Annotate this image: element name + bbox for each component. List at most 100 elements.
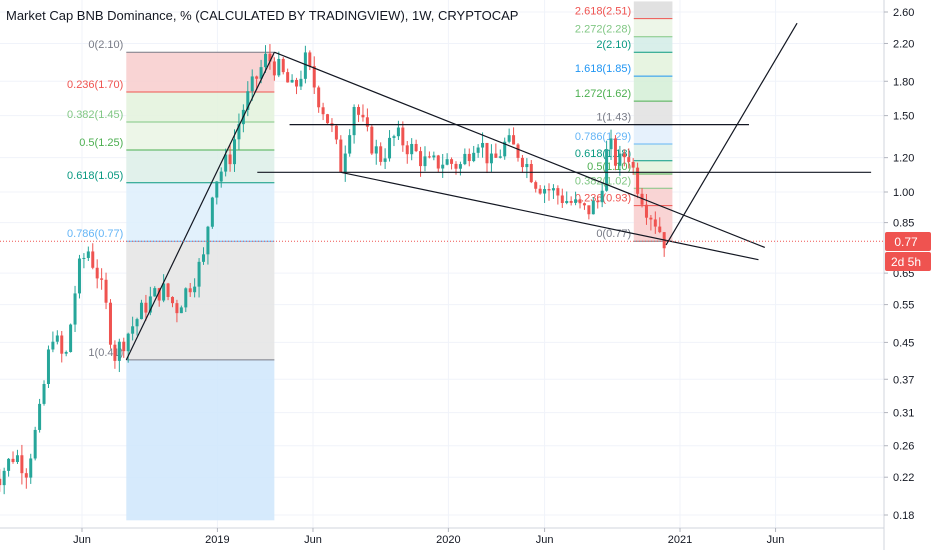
trend-line-2 (340, 171, 759, 261)
candle-body-148 (644, 204, 648, 218)
candle-body-100 (432, 155, 436, 158)
fib-right-zone-2 (633, 36, 673, 53)
candle-body-35 (144, 302, 148, 313)
candle-body-132 (574, 199, 578, 203)
chart-title: Market Cap BNB Dominance, % (CALCULATED … (6, 8, 519, 23)
time-tick-label-3: 2020 (436, 534, 460, 546)
last-price-label: 0.77 (894, 235, 918, 249)
trend-line-0 (125, 51, 275, 361)
candle-body-10 (33, 429, 37, 459)
candle-body-131 (569, 200, 573, 203)
fib-right-zone-8 (633, 160, 673, 175)
candle-body-72 (308, 52, 312, 67)
candle-body-42 (175, 303, 179, 314)
fib-extension-right[interactable]: 2.618(2.51) 2.272(2.28) 2(2.10) 1.618(1.85)… (575, 1, 673, 242)
candle-body-126 (547, 189, 551, 191)
candle-body-108 (467, 153, 471, 162)
fib-right-label-5: 1(1.43) (596, 112, 631, 124)
candle-body-4 (7, 458, 11, 471)
trend-line-1 (274, 51, 766, 248)
candle-body-32 (131, 326, 135, 334)
candle-body-86 (370, 126, 374, 154)
candle-body-50 (210, 197, 214, 227)
candle-body-17 (64, 352, 68, 354)
candle-body-71 (303, 52, 307, 79)
candle-body-56 (237, 124, 241, 140)
candle-body-124 (538, 188, 542, 194)
candle-body-139 (605, 149, 609, 191)
candle-body-65 (277, 58, 281, 76)
candle-body-45 (188, 288, 192, 293)
candle-body-8 (24, 473, 28, 478)
fib-left-label-4: 0.618(1.05) (67, 170, 123, 182)
candle-body-69 (295, 79, 299, 87)
candle-body-62 (264, 53, 268, 68)
candle-body-99 (427, 156, 431, 158)
price-axis[interactable]: 2.60 2.20 1.80 1.50 1.20 1.00 0.85 0.65 0.55 0.45… (883, 0, 914, 550)
candle-body-30 (122, 341, 126, 352)
time-tick-label-0: Jun (73, 534, 91, 546)
candle-body-7 (20, 455, 24, 474)
time-tick-label-2: Jun (304, 534, 322, 546)
candle-body-106 (458, 164, 462, 169)
price-tick-label-6: 0.85 (893, 218, 914, 230)
candle-body-78 (334, 125, 338, 140)
trend-line-5 (665, 22, 798, 246)
candle-body-107 (463, 153, 467, 165)
candle-body-46 (193, 286, 197, 293)
candle-body-51 (215, 181, 219, 198)
candle-body-119 (516, 144, 520, 158)
candle-body-52 (219, 171, 223, 182)
candle-body-102 (441, 164, 445, 169)
fib-left-label-3: 0.5(1.25) (79, 137, 123, 149)
fib-left-zone-5 (126, 241, 275, 360)
candle-body-120 (520, 157, 524, 168)
candle-body-93 (401, 127, 405, 146)
candle-body-29 (117, 341, 121, 361)
price-tick-label-3: 1.50 (893, 111, 914, 123)
candle-body-76 (326, 114, 330, 124)
fib-right-zone-4 (633, 76, 673, 102)
fib-right-zone-5 (633, 101, 673, 125)
candle-body-109 (472, 152, 476, 162)
candle-body-2 (0, 478, 2, 486)
price-tick-label-14: 0.18 (893, 510, 914, 522)
candle-body-98 (423, 156, 427, 167)
candle-body-138 (600, 190, 604, 203)
axis-corner[interactable] (884, 528, 924, 550)
fib-right-label-9: 0.382(1.02) (575, 175, 631, 187)
candle-body-81 (348, 135, 352, 154)
candle-body-80 (343, 153, 347, 173)
candle-body-117 (507, 135, 511, 142)
fib-right-zone-11 (633, 205, 673, 242)
candle-body-26 (104, 279, 108, 303)
candle-body-103 (445, 159, 449, 165)
fib-left-zone-3 (126, 149, 275, 183)
fib-right-label-1: 2.272(2.28) (575, 24, 631, 36)
fib-right-zone-3 (633, 52, 673, 77)
last-price-badge (885, 232, 931, 251)
time-axis[interactable]: Jun 2019 Jun 2020 Jun 2021 Jun (0, 527, 884, 546)
candle-body-105 (454, 163, 458, 169)
candle-body-79 (339, 139, 343, 173)
time-tick-label-1: 2019 (205, 534, 229, 546)
candle-body-70 (299, 78, 303, 87)
price-tick-label-5: 1.00 (893, 187, 914, 199)
fib-right-label-6: 0.786(1.29) (575, 131, 631, 143)
candle-body-92 (396, 127, 400, 137)
candle-body-21 (82, 257, 86, 259)
fib-right-label-4: 1.272(1.62) (575, 88, 631, 100)
candle-body-74 (317, 87, 321, 108)
candle-body-130 (565, 200, 569, 204)
price-tick-label-7: 0.65 (893, 268, 914, 280)
candle-body-40 (166, 283, 170, 297)
candle-body-104 (450, 159, 454, 164)
trend-lines[interactable] (125, 22, 872, 361)
candle-body-33 (135, 319, 139, 327)
candle-body-127 (551, 188, 555, 191)
candle-body-19 (73, 293, 77, 325)
fib-retracement-left[interactable]: 0(2.10) 0.236(1.70) 0.382(1.45) 0.5(1.25) 0.… (67, 39, 275, 521)
candle-body-88 (379, 146, 383, 162)
candle-body-27 (108, 302, 112, 345)
